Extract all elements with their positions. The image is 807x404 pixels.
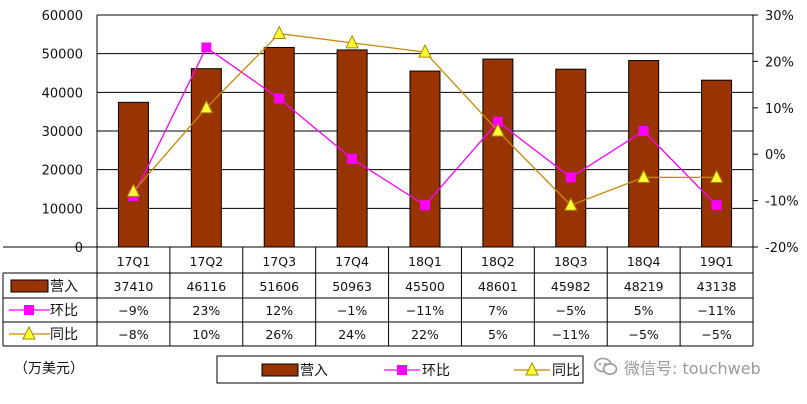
point-triangle-19Q1 (709, 169, 724, 183)
legend-key-square (24, 305, 34, 315)
data-label: 45500 (405, 279, 445, 294)
data-label: −1% (337, 303, 367, 318)
series-name: 同比 (50, 327, 78, 343)
legend-label: 同比 (552, 363, 580, 379)
data-label: −5% (701, 327, 731, 342)
bar-18Q1 (409, 70, 441, 248)
bar-18Q4 (628, 60, 660, 248)
left-tick-label: 0 (75, 241, 83, 256)
point-square-17Q2 (201, 42, 212, 53)
data-label: 10% (192, 327, 220, 342)
point-triangle-18Q3 (563, 197, 578, 211)
right-tick-label: 20% (765, 55, 794, 70)
data-label: −8% (118, 327, 148, 342)
legend-key-bar (10, 279, 49, 293)
data-label: −5% (629, 327, 659, 342)
left-tick-label: 20000 (42, 164, 83, 179)
data-label: 48601 (478, 279, 518, 294)
left-tick-label: 30000 (42, 125, 83, 140)
left-tick-label: 40000 (42, 86, 83, 101)
watermark-text: 微信号: touchweb (624, 359, 761, 378)
bar-17Q3 (263, 46, 295, 248)
right-tick-label: -20% (765, 241, 799, 256)
legend-swatch-triangle (525, 361, 539, 376)
data-label: 43138 (697, 279, 737, 294)
legend-swatch-square (397, 365, 407, 375)
data-label: 22% (411, 327, 439, 342)
point-square-17Q3 (274, 93, 285, 104)
unit-label: （万美元） (14, 361, 84, 377)
category-label: 19Q1 (700, 254, 734, 269)
right-tick-label: 0% (765, 148, 786, 163)
category-label: 18Q2 (481, 254, 515, 269)
category-label: 17Q2 (189, 254, 223, 269)
data-label: 48219 (624, 279, 664, 294)
bar-19Q1 (701, 79, 733, 248)
left-tick-label: 60000 (42, 9, 83, 24)
point-triangle-18Q1 (418, 44, 432, 58)
data-label: −11% (697, 303, 735, 318)
watermark: 微信号: touchweb (594, 355, 761, 379)
data-label: 46116 (186, 279, 226, 294)
point-square-18Q2 (492, 116, 503, 127)
data-label: −11% (406, 303, 444, 318)
data-label: −11% (552, 327, 590, 342)
data-label: 45982 (551, 279, 591, 294)
category-label: 18Q1 (408, 254, 442, 269)
data-label: 26% (265, 327, 293, 342)
data-label: 12% (265, 303, 293, 318)
bar-17Q4 (336, 49, 368, 248)
data-label: 37410 (114, 279, 154, 294)
data-label: −5% (556, 303, 586, 318)
legend-key-triangle (22, 325, 36, 340)
data-label: 5% (488, 327, 508, 342)
point-triangle-18Q4 (636, 169, 651, 183)
right-tick-label: -10% (765, 195, 799, 210)
bar-17Q2 (190, 68, 222, 248)
point-triangle-17Q3 (272, 25, 287, 40)
data-label: 23% (192, 303, 220, 318)
left-tick-label: 10000 (42, 202, 83, 217)
category-label: 17Q3 (262, 254, 296, 269)
point-square-19Q1 (711, 200, 722, 211)
point-square-18Q1 (420, 200, 430, 211)
point-triangle-17Q4 (345, 34, 359, 49)
point-triangle-18Q2 (491, 122, 505, 137)
legend-swatch-bar (261, 363, 299, 377)
legend-label: 营入 (300, 363, 328, 379)
point-square-17Q4 (347, 153, 358, 164)
left-tick-label: 50000 (42, 48, 83, 63)
data-label: −9% (118, 303, 148, 318)
series-name: 环比 (50, 303, 78, 319)
wechat-bubble-icon (594, 357, 618, 375)
data-label: 50963 (332, 279, 372, 294)
category-label: 17Q4 (335, 254, 369, 269)
category-label: 18Q3 (554, 254, 588, 269)
right-tick-label: 10% (765, 102, 794, 117)
legend-label: 环比 (422, 363, 450, 379)
bar-18Q3 (555, 68, 587, 248)
right-tick-label: 30% (765, 9, 794, 24)
point-square-18Q3 (565, 172, 576, 183)
point-square-18Q4 (638, 126, 649, 136)
data-label: 24% (338, 327, 366, 342)
category-label: 17Q1 (117, 254, 151, 269)
category-label: 18Q4 (627, 254, 661, 269)
data-label: 51606 (259, 279, 299, 294)
point-triangle-17Q2 (199, 99, 214, 114)
bar-18Q2 (482, 58, 514, 248)
point-triangle-17Q1 (126, 183, 141, 197)
data-label: 7% (488, 303, 508, 318)
series-name: 营入 (50, 279, 78, 295)
data-label: 5% (634, 303, 654, 318)
